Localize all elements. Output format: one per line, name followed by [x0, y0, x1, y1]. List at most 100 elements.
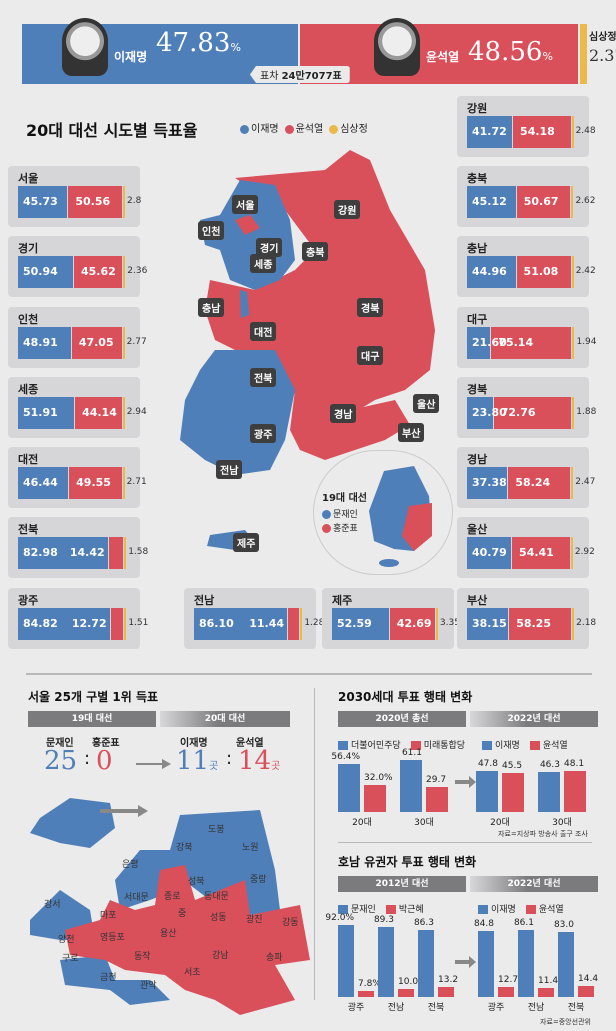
- sim-value: 1.88: [576, 407, 597, 417]
- lee-bar: [467, 327, 491, 359]
- region-box: 인천 48.91 47.05 2.77: [8, 307, 147, 368]
- sim-bar: [572, 397, 575, 429]
- bar-value-label: 12.7: [498, 975, 519, 986]
- seoul-20th-map: [30, 810, 310, 1015]
- bar-red: [578, 985, 594, 997]
- bar-red: [498, 987, 514, 997]
- seoul-district-label: 양천: [58, 935, 75, 945]
- lee-bar: [467, 537, 512, 569]
- chart2-legend-right: 이재명 윤석열: [478, 902, 564, 915]
- seoul-district-label: 강서: [44, 900, 61, 910]
- bar-blue: [538, 772, 560, 812]
- seoul-district-label: 마포: [100, 911, 117, 921]
- region-name: 울산: [467, 523, 488, 536]
- lee-value: 37.38: [472, 476, 507, 489]
- seoul-district-label: 영등포: [100, 933, 125, 943]
- red-square-icon: [385, 905, 396, 914]
- red-dot-icon: [284, 124, 294, 134]
- lee-value: 84.82: [23, 617, 58, 630]
- bar-red: [564, 770, 586, 812]
- arrow-right-icon: [455, 776, 476, 788]
- blue-square-icon: [338, 905, 348, 914]
- yoon-value: 50.56: [75, 195, 111, 208]
- legend-yoon: 윤석열: [284, 120, 323, 135]
- blue-dot-icon: [240, 124, 249, 134]
- bar-red: [398, 989, 414, 997]
- legend-moon-text: 문재인: [351, 905, 376, 915]
- yoon-bar: [513, 116, 571, 148]
- map-region-label: 대구: [357, 346, 384, 365]
- lee-bar: [467, 467, 508, 499]
- blue-square-icon: [478, 905, 488, 914]
- legend-yoon-text: 윤석열: [538, 905, 564, 915]
- region-name: 강원: [467, 102, 488, 115]
- seoul-district-label: 중: [178, 909, 187, 919]
- legend-unitedfuture-text: 미래통합당: [423, 741, 466, 751]
- seoul-district-label: 관악: [140, 981, 157, 991]
- seoul-header-20: 20대 대선: [160, 711, 290, 727]
- sim-value: 1.28: [304, 618, 325, 628]
- lee-value: 45.73: [23, 195, 58, 208]
- bar-blue: [418, 929, 434, 997]
- inset-legend-hong-text: 홍준표: [333, 524, 358, 534]
- yoon-bar: [74, 256, 123, 288]
- region-name: 대전: [18, 453, 39, 466]
- map-region-label: 경기: [256, 238, 283, 257]
- sim-bar: [122, 327, 125, 359]
- sim-bar: [570, 537, 573, 569]
- sim-share-bar: [580, 24, 587, 84]
- chart1-title: 2030세대 투표 행태 변화: [338, 690, 473, 704]
- chart2-header-right: 2022년 대선: [470, 876, 598, 892]
- bar-blue: [338, 925, 354, 997]
- chart1-legend-right: 이재명 윤석열: [482, 738, 568, 751]
- seoul-moon-count: 25: [44, 746, 78, 776]
- category-label: 20대: [490, 818, 510, 828]
- map-red-seoul: [235, 215, 260, 235]
- yoon-bar: [71, 327, 122, 359]
- chart1-source: 자료=지상파 방송사 출구 조사: [498, 830, 588, 838]
- category-label: 전남: [527, 1003, 545, 1013]
- legend-sim: 심상정: [329, 120, 368, 135]
- bar-value-label: 11.4: [538, 976, 559, 987]
- yoon-value: 44.14: [82, 406, 117, 419]
- lee-value: 51.91: [23, 406, 58, 419]
- map-region-label: 충북: [302, 242, 329, 261]
- seoul-lee-label: 이재명: [180, 738, 208, 749]
- region-box: 세종 51.91 44.14 2.94: [8, 377, 147, 438]
- bar-value-label: 29.7: [426, 774, 447, 785]
- bar-value-label: 84.8: [473, 918, 494, 929]
- seoul-district-label: 중랑: [250, 875, 267, 885]
- yoon-bar: [509, 608, 572, 640]
- chart-divider: [338, 842, 592, 843]
- region-box: 광주 84.82 12.72 1.51: [8, 588, 148, 649]
- yoon-bar: [512, 537, 570, 569]
- lee-bar: [467, 256, 516, 288]
- map-region-label: 충남: [198, 298, 225, 317]
- bar-value-label: 61.1: [401, 747, 422, 758]
- seoul-district-label: 동대문: [204, 892, 229, 902]
- lee-bar: [194, 608, 287, 640]
- bar-value-label: 14.4: [578, 973, 599, 984]
- map-region-label: 전북: [250, 368, 277, 387]
- yoon-bar: [287, 608, 300, 640]
- bar-red: [358, 990, 374, 997]
- region-name: 충남: [467, 242, 488, 255]
- lee-value: 48.91: [23, 336, 58, 349]
- seoul-header-19: 19대 대선: [28, 711, 156, 727]
- category-label: 30대: [552, 818, 572, 828]
- yoon-value: 11.44: [249, 617, 284, 630]
- bar-value-label: 48.1: [564, 758, 585, 769]
- sim-bar: [571, 116, 574, 148]
- yoon-portrait: [374, 18, 420, 76]
- map-region-label: 제주: [233, 533, 260, 552]
- seoul-district-label: 광진: [246, 915, 263, 925]
- seoul-district-label: 강동: [282, 918, 299, 928]
- sim-bar: [435, 608, 438, 640]
- lee-bar: [467, 186, 516, 218]
- inset-legend-hong: 홍준표: [322, 521, 358, 534]
- region-box: 경북 23.80 72.76 1.88: [457, 377, 596, 438]
- seoul-district-label: 성북: [188, 877, 205, 887]
- region-bars: 45.73 50.56 2.8: [18, 186, 141, 218]
- bar-value-label: 83.0: [553, 920, 574, 931]
- yoon-name: 윤석열: [426, 50, 460, 64]
